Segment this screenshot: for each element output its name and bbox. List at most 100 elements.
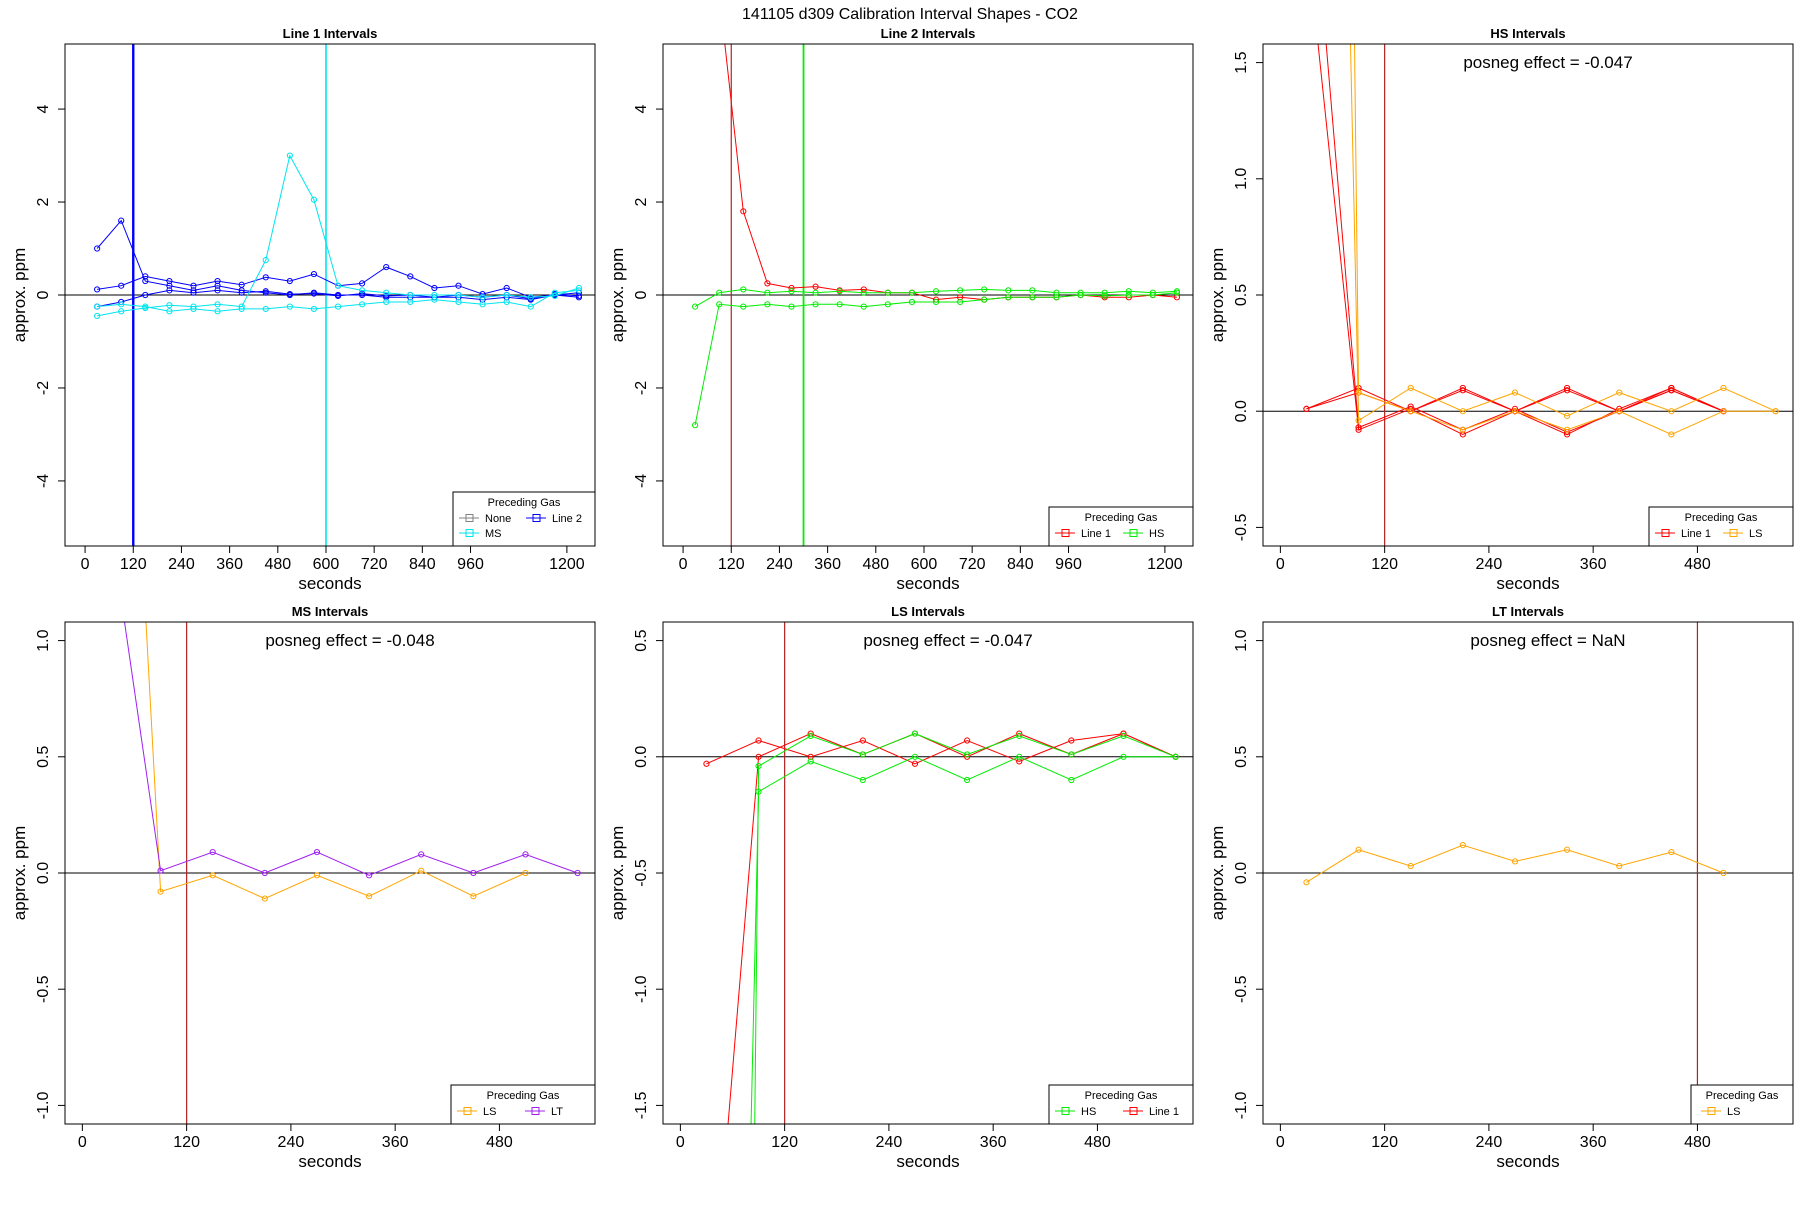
- data-point: [764, 301, 771, 308]
- data-point: [1053, 289, 1060, 296]
- data-point: [963, 737, 971, 744]
- x-tick-label: 120: [771, 1134, 798, 1151]
- y-tick-label: 0.0: [1233, 862, 1250, 884]
- data-point: [238, 289, 245, 296]
- y-tick-label: 4: [35, 105, 52, 114]
- legend-entry: HS: [1055, 1106, 1096, 1118]
- x-tick-label: 0: [81, 556, 90, 573]
- page-title: 141105 d309 Calibration Interval Shapes …: [742, 6, 1078, 23]
- data-point: [752, 1173, 757, 1178]
- x-tick-label: 0: [676, 1134, 685, 1151]
- data-point: [1068, 776, 1075, 784]
- y-tick-label: -2: [35, 381, 52, 395]
- x-tick-label: 240: [168, 556, 195, 573]
- legend-entry: HS: [1123, 528, 1164, 540]
- y-tick-label: 2: [35, 197, 52, 206]
- data-point: [365, 872, 373, 879]
- x-tick-label: 120: [173, 1134, 200, 1151]
- data-point: [1313, 14, 1318, 19]
- x-tick-label: 360: [1580, 556, 1607, 573]
- legend-entry: Line 2: [526, 513, 582, 525]
- data-point: [1120, 732, 1127, 739]
- y-tick-label: -2: [633, 381, 650, 395]
- legend-label: MS: [485, 528, 502, 540]
- x-axis: 0 120 240 360 480: [1276, 1124, 1711, 1151]
- y-tick-label: -0.5: [633, 859, 650, 887]
- data-point: [503, 298, 510, 306]
- plot-area: [65, 44, 595, 546]
- y-tick-label: -0.5: [1233, 514, 1250, 542]
- data-point: [431, 284, 438, 292]
- y-axis-label: approx. ppm: [608, 826, 627, 921]
- x-tick-label: 480: [264, 556, 291, 573]
- x-tick-label: 480: [486, 1134, 513, 1151]
- data-point: [807, 732, 814, 739]
- data-point: [932, 288, 940, 295]
- data-point: [859, 776, 866, 784]
- data-point: [812, 283, 819, 290]
- data-point: [1016, 732, 1023, 739]
- y-tick-label: 0.5: [1233, 284, 1250, 306]
- data-point: [963, 751, 971, 758]
- x-axis-label: seconds: [298, 1152, 361, 1171]
- data-point: [262, 305, 269, 313]
- data-point: [1149, 289, 1156, 296]
- x-tick-label: 360: [216, 556, 243, 573]
- x-tick-label: 480: [1684, 556, 1711, 573]
- data-point: [747, 1173, 752, 1178]
- legend-label: HS: [1149, 528, 1164, 540]
- x-axis: 0 120 240 360 480: [78, 1124, 513, 1151]
- data-point: [1352, 14, 1357, 19]
- data-point: [860, 286, 867, 293]
- data-point: [166, 308, 173, 315]
- data-point: [1125, 288, 1132, 295]
- data-point: [334, 282, 342, 289]
- x-tick-label: 0: [679, 556, 688, 573]
- data-point: [94, 245, 101, 252]
- x-axis: 0 120 240 360 480: [1276, 546, 1711, 573]
- data-point: [551, 292, 558, 300]
- series-ms: [94, 152, 583, 320]
- data-point: [1616, 408, 1623, 415]
- x-axis: 0 120 240 360 480: [676, 1124, 1111, 1151]
- data-point: [238, 305, 245, 313]
- legend-swatch-marker: [1061, 529, 1070, 537]
- panel-title: MS Intervals: [292, 604, 369, 619]
- series-ms: [94, 287, 583, 315]
- data-point: [740, 303, 747, 310]
- panel-title: LT Intervals: [1492, 604, 1564, 619]
- x-tick-label: 240: [278, 1134, 305, 1151]
- y-axis-label: approx. ppm: [10, 248, 29, 343]
- y-tick-label: 0.5: [35, 746, 52, 768]
- data-point: [383, 264, 390, 271]
- x-tick-label: 720: [959, 556, 986, 573]
- x-tick-label: 1200: [1147, 556, 1183, 573]
- data-point: [94, 286, 101, 293]
- data-point: [807, 758, 814, 765]
- y-tick-label: 4: [633, 105, 650, 114]
- series-line-1: [1313, 14, 1727, 438]
- y-tick-label: 0.0: [633, 746, 650, 768]
- legend-swatch-marker: [465, 529, 474, 537]
- legend-entry: None: [459, 513, 511, 525]
- series-line: [724, 44, 1177, 301]
- data-point: [118, 217, 125, 224]
- panel-title: LS Intervals: [891, 604, 965, 619]
- series-line: [1306, 844, 1724, 883]
- x-tick-label: 600: [911, 556, 938, 573]
- series-line: [124, 622, 578, 876]
- legend-title: Preceding Gas: [1706, 1090, 1779, 1102]
- data-point: [383, 298, 390, 306]
- data-point: [1668, 848, 1675, 856]
- data-point: [1120, 753, 1127, 760]
- legend: Preceding Gas HS Line 1: [1048, 1084, 1194, 1125]
- x-tick-label: 960: [457, 556, 484, 573]
- legend-swatch-marker: [1129, 529, 1138, 537]
- data-point: [1355, 389, 1362, 396]
- legend-title: Preceding Gas: [1085, 1090, 1158, 1102]
- data-point: [522, 869, 529, 877]
- y-tick-label: 1.0: [1233, 168, 1250, 190]
- data-point: [286, 303, 293, 310]
- x-tick-label: 120: [1371, 1134, 1398, 1151]
